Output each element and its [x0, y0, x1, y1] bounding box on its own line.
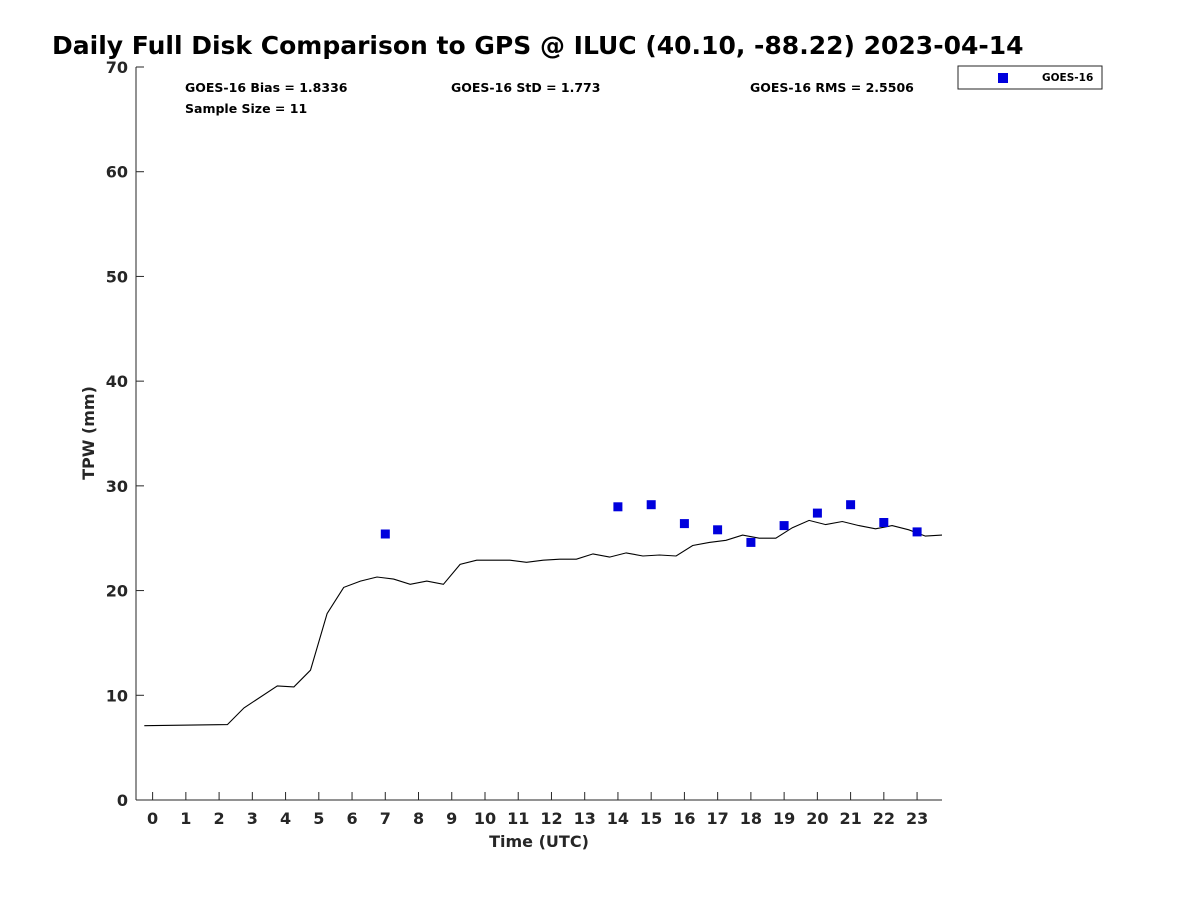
y-axis-label: TPW (mm): [79, 386, 98, 480]
x-tick-label: 15: [640, 809, 662, 828]
x-tick-label: 3: [247, 809, 258, 828]
goes16-point: [613, 502, 623, 512]
y-tick-label: 60: [106, 163, 128, 182]
x-tick-label: 10: [474, 809, 496, 828]
legend-label-goes16: GOES-16: [1042, 72, 1093, 84]
x-tick-label: 0: [147, 809, 158, 828]
x-tick-label: 16: [673, 809, 695, 828]
y-tick-label: 20: [106, 582, 128, 601]
x-tick-label: 5: [313, 809, 324, 828]
y-tick-label: 40: [106, 372, 128, 391]
x-tick-label: 9: [446, 809, 457, 828]
x-tick-label: 2: [214, 809, 225, 828]
std-stat: GOES-16 StD = 1.773: [451, 80, 600, 95]
goes16-point: [846, 500, 856, 510]
gps-tpw-line: [144, 519, 943, 727]
goes16-point: [812, 508, 822, 518]
x-tick-label: 23: [906, 809, 928, 828]
bias-stat: GOES-16 Bias = 1.8336: [185, 80, 348, 95]
x-tick-label: 19: [773, 809, 795, 828]
x-tick-label: 13: [574, 809, 596, 828]
goes16-point: [646, 500, 656, 510]
x-tick-label: 20: [806, 809, 828, 828]
x-tick-label: 17: [707, 809, 729, 828]
chart-title: Daily Full Disk Comparison to GPS @ ILUC…: [52, 31, 1024, 60]
x-tick-label: 12: [540, 809, 562, 828]
legend: GOES-16: [957, 65, 1103, 90]
goes16-point: [879, 518, 889, 527]
x-tick-label: 22: [873, 809, 895, 828]
legend-box: [957, 65, 1103, 90]
y-tick-label: 30: [106, 477, 128, 496]
x-tick-label: 14: [607, 809, 629, 828]
rms-stat: GOES-16 RMS = 2.5506: [750, 80, 914, 95]
x-tick-label: 1: [180, 809, 191, 828]
y-tick-label: 70: [106, 58, 128, 77]
y-tick-label: 10: [106, 686, 128, 705]
x-tick-label: 11: [507, 809, 529, 828]
x-tick-label: 7: [380, 809, 391, 828]
y-tick-label: 0: [117, 791, 128, 810]
goes16-point: [779, 521, 789, 531]
x-axis-label: Time (UTC): [489, 832, 589, 851]
goes16-point: [746, 537, 756, 547]
x-tick-label: 8: [413, 809, 424, 828]
x-tick-label: 18: [740, 809, 762, 828]
goes16-point: [713, 525, 723, 535]
x-axis-ticks: 0 1 2 3 4 5 6 7 8 9 10 11 12 13 14 15 16 17 18 19 20 21 22 23: [147, 792, 928, 828]
goes16-point: [679, 519, 689, 529]
y-axis-ticks: 0 10 20 30 40 50 60 70: [106, 58, 144, 810]
y-tick-label: 50: [106, 267, 128, 286]
legend-marker-goes16: [998, 73, 1008, 83]
x-tick-label: 4: [280, 809, 291, 828]
sample-size-stat: Sample Size = 11: [185, 101, 307, 116]
goes16-point: [912, 527, 922, 537]
x-tick-label: 21: [839, 809, 861, 828]
x-tick-label: 6: [346, 809, 357, 828]
goes16-point: [380, 529, 390, 539]
series-layer: [144, 500, 943, 727]
